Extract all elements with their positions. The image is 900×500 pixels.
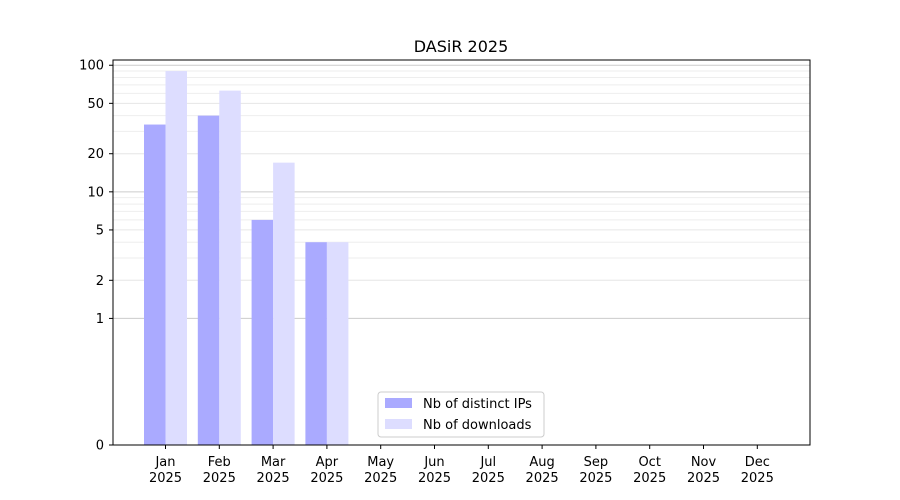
y-tick-label: 50 [87, 97, 104, 112]
bar [144, 124, 166, 445]
legend: Nb of distinct IPs Nb of downloads [377, 391, 545, 438]
legend-swatch [385, 419, 412, 429]
bar [219, 90, 241, 445]
x-tick-label: May 2025 [364, 455, 397, 486]
bar [273, 162, 295, 445]
x-tick-label: Jun 2025 [418, 455, 451, 486]
legend-swatch [385, 398, 412, 408]
y-axis: 0 1 2 5 10 20 50 100 [79, 59, 113, 454]
x-tick-label: Jan 2025 [149, 455, 182, 486]
bar [251, 219, 274, 445]
x-tick-label: Jul 2025 [472, 455, 505, 486]
x-tick-label: Aug 2025 [526, 455, 559, 486]
y-tick-label: 5 [96, 223, 104, 238]
y-tick-label: 20 [87, 147, 104, 162]
x-tick-label: Apr 2025 [310, 455, 343, 486]
bars [144, 71, 349, 446]
y-tick-label: 10 [87, 185, 104, 200]
bar [165, 71, 187, 446]
x-tick-label: Dec 2025 [741, 455, 774, 486]
x-tick-label: Oct 2025 [633, 455, 666, 486]
x-tick-label: Mar 2025 [257, 455, 290, 486]
chart-title: DASiR 2025 [414, 37, 509, 56]
bar [305, 242, 327, 445]
legend-box [377, 391, 545, 438]
y-tick-label: 0 [96, 439, 104, 454]
x-axis: Jan 2025 Feb 2025 Mar 2025 Apr 2025 May 2025 Jun 20… [149, 445, 774, 486]
y-tick-label: 100 [79, 59, 104, 74]
plot-frame [112, 59, 811, 446]
x-tick-label: Sep 2025 [579, 455, 612, 486]
x-tick-label: Nov 2025 [687, 455, 720, 486]
bar [197, 115, 220, 445]
x-tick-label: Feb 2025 [203, 455, 236, 486]
y-tick-label: 2 [96, 274, 104, 289]
y-tick-label: 1 [96, 312, 104, 327]
bar [326, 242, 349, 445]
legend-label: Nb of downloads [423, 418, 532, 433]
legend-label: Nb of distinct IPs [423, 397, 532, 412]
